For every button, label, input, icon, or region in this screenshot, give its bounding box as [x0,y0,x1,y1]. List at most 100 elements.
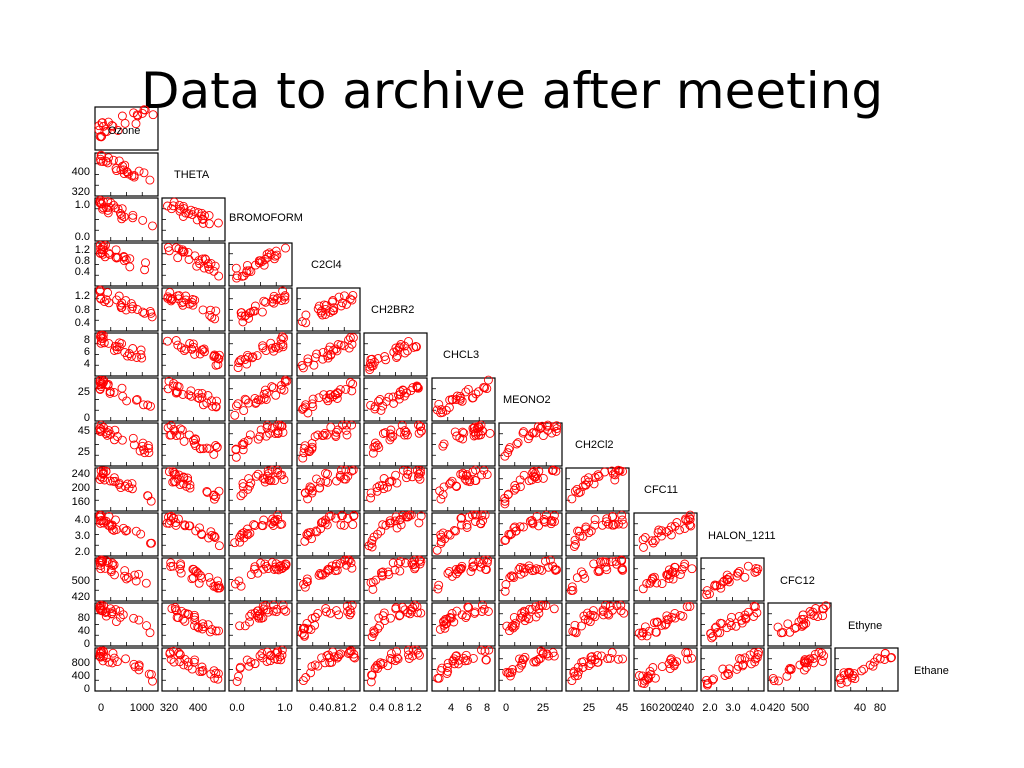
data-point [434,580,444,590]
data-point [584,477,594,487]
data-point [401,512,411,522]
data-point [194,578,204,588]
panel-Ethyne-vs-CH2BR2 [363,600,428,647]
data-point [114,478,124,488]
data-point [740,572,750,582]
data-point [324,650,333,660]
data-point [479,465,489,475]
y-tick-label: 0.8 [75,255,90,267]
data-point [260,255,270,264]
data-point [125,262,135,272]
data-point [817,657,827,666]
data-point [415,474,425,484]
data-point [545,555,555,565]
panel-CFC11-vs-C2Cl4 [296,465,361,512]
data-point [280,295,290,305]
data-point [805,607,815,616]
data-point [270,515,280,525]
data-point [541,601,551,611]
data-point [107,558,117,568]
data-point [859,664,869,674]
data-point [103,520,113,530]
y-tick-label: 0.4 [75,317,90,329]
panel-CFC11-vs-CHCL3 [431,465,496,512]
data-point [253,434,263,444]
data-point [536,646,546,656]
data-point [535,565,544,574]
data-point [803,658,813,668]
data-point [129,659,139,669]
data-point [388,558,398,568]
data-point [347,386,357,396]
data-point [809,658,819,668]
data-point [236,491,246,501]
x-tick-label: 40 [854,702,866,714]
y-tick-label: 2.0 [75,546,90,558]
y-tick-label: 400 [72,166,90,178]
data-point [365,365,375,375]
data-point [391,604,401,614]
data-point [195,349,205,359]
data-point [483,607,493,616]
data-point [724,572,734,582]
data-point [169,468,179,478]
data-point [509,612,519,622]
data-point [209,266,219,276]
data-point [798,620,808,630]
data-point [366,400,376,410]
x-tick-label: 1000 [130,702,154,714]
data-point [749,601,759,611]
data-point [172,612,182,622]
panel-MEONO2-vs-BROMOFORM [228,375,293,422]
data-point [551,427,561,436]
data-point [278,286,288,296]
data-point [600,467,610,477]
data-point [452,606,462,616]
data-point [525,604,534,614]
data-point [392,351,402,361]
data-point [231,445,241,455]
data-point [368,584,378,594]
y-tick-label: 1.0 [75,199,90,211]
data-point [880,648,890,658]
data-point [189,657,199,667]
data-point [508,665,517,674]
data-point [185,339,195,348]
panel-C2Cl4-vs-THETA [161,242,226,287]
data-point [685,514,695,524]
data-point [705,589,714,599]
data-point [181,291,191,301]
data-point [590,520,600,530]
data-point [652,617,662,627]
data-point [507,571,516,581]
data-point [109,435,119,445]
data-point [232,677,242,686]
x-tick-label: 240 [676,702,694,714]
panel-CH2Cl2-vs-CH2BR2 [363,420,428,467]
panel-CFC11-vs-CH2BR2 [363,465,428,512]
data-point [732,664,742,674]
data-point [213,360,223,370]
data-point [94,125,104,135]
data-point [126,299,136,309]
data-point [432,405,442,415]
data-point [309,360,319,370]
data-point [235,662,245,672]
data-point [112,166,122,176]
data-point [459,428,469,438]
data-point [257,521,267,530]
panel-CH2BR2-vs-BROMOFORM [228,286,293,332]
data-point [273,426,283,436]
data-point [412,342,421,352]
data-point [570,620,580,630]
data-point [461,387,471,397]
data-point [619,608,629,618]
data-point [101,380,111,389]
data-point [237,529,247,539]
data-point [139,105,149,115]
data-point [572,573,582,583]
panel-CFC12-vs-CFC11 [633,557,698,602]
data-point [105,476,115,486]
data-point [256,425,266,435]
